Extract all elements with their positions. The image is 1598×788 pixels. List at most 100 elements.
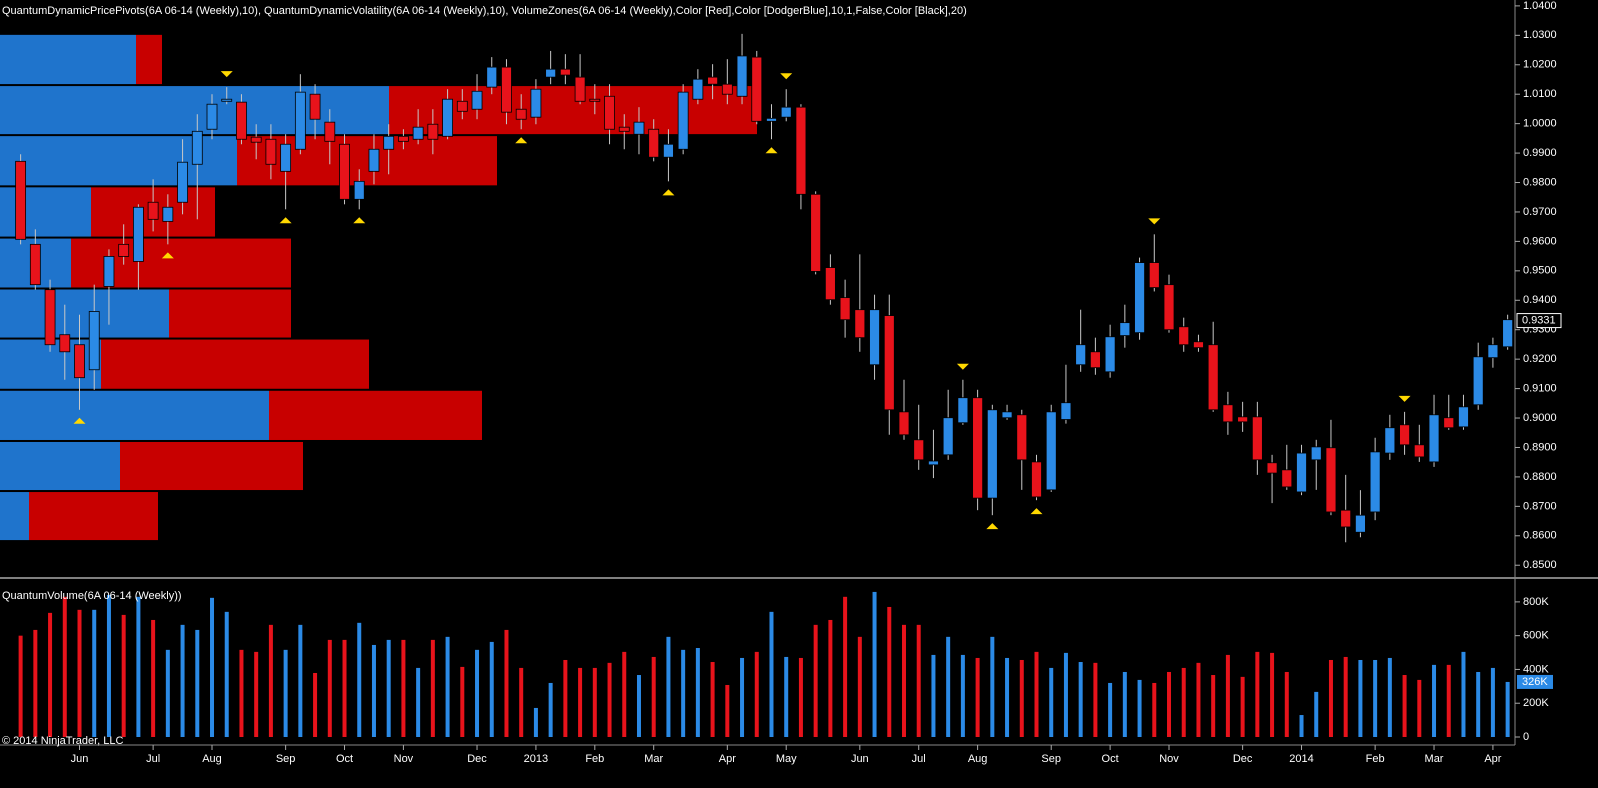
volume-bar [975,657,980,737]
volume-bar [180,624,185,737]
volume-bar [1505,681,1510,737]
candle-body [1310,446,1322,461]
candle-body [383,135,395,150]
y-tick-label: 200K [1523,697,1549,709]
x-tick-label: Apr [1484,753,1501,765]
volume-bar [828,619,833,737]
volume-bar [313,672,318,737]
candle-body [471,90,483,110]
x-tick-label: Feb [585,753,604,765]
candle-body [707,76,718,85]
candle-body [1384,427,1396,454]
volume-bar [460,666,465,737]
volume-bar [283,649,288,737]
candle-body [88,311,100,371]
candle-body [1369,451,1381,513]
candle-body [648,128,660,158]
y-tick-label: 0.8500 [1523,559,1557,571]
volume-bar [519,667,524,737]
volume-bar [1167,671,1172,737]
candle-body [633,121,645,135]
zone-sell [120,441,303,491]
volume-bar [239,649,244,737]
x-tick-label: Mar [644,753,663,765]
candle-body [353,180,365,200]
candle-body [663,143,674,158]
volume-bar [1255,651,1260,737]
candle-body [191,130,203,165]
candle-body [810,193,822,272]
candle-body [398,135,409,142]
volume-bar [224,611,229,737]
volume-bar [578,667,583,737]
x-tick-label: Oct [336,753,353,765]
volume-bar [622,651,627,737]
candle-body [250,136,262,143]
x-tick-label: Nov [394,753,414,765]
volume-bar [872,591,877,737]
volume-bars [18,591,1510,737]
volume-bar [1196,662,1201,737]
y-tick-label: 0.9200 [1523,353,1557,365]
candle-body [795,106,807,195]
candle-body [132,206,144,262]
y-tick-label: 0.9400 [1523,294,1557,306]
x-tick-label: Jun [851,753,869,765]
volume-bar [1402,675,1407,737]
volume-bar [1446,664,1451,737]
volume-bar [592,667,597,737]
volume-bar [106,594,111,737]
candle-body [1060,402,1072,420]
pivot-low [515,137,528,144]
x-tick-label: 2013 [524,753,548,765]
candle-body [883,315,895,411]
candle-body [1281,469,1293,488]
candle-body [1251,416,1263,461]
zone-buy [0,187,91,237]
x-tick-label: Sep [1041,753,1061,765]
candle-body [1458,406,1469,428]
candle-body [1428,414,1440,463]
volume-bar [298,624,303,737]
volume-bar [1063,652,1068,737]
volume-bar [813,624,818,737]
zone-sell [101,339,369,389]
volume-bar [77,609,82,737]
candle-body [368,148,380,172]
volume-bar [636,675,641,737]
y-tick-label: 0.9600 [1523,235,1557,247]
y-tick-label: 0.9900 [1523,147,1557,159]
candle-body [1399,424,1410,446]
candle-body [957,397,969,424]
volume-bar [254,651,259,737]
candle-body [692,78,704,100]
candle-body [118,243,130,257]
candle-body [972,397,984,499]
volume-bar [342,639,347,737]
x-tick-label: Jul [146,753,160,765]
volume-bar [1343,656,1348,737]
volume-bar [475,649,480,737]
x-tick-label: Oct [1102,753,1119,765]
y-tick-label: 0.9000 [1523,412,1557,424]
volume-bar [18,635,23,737]
pivot-low [161,252,174,259]
candle-body [221,98,233,102]
volume-bar [843,596,848,737]
candle-body [1207,344,1219,411]
volume-bar [916,624,921,737]
candle-body [1296,452,1307,493]
candle-body [280,143,292,172]
volume-bar [1314,691,1319,737]
y-tick-label: 1.0000 [1523,118,1557,130]
candle-body [501,66,512,113]
candle-body [1104,336,1116,373]
last-volume-label: 326K [1522,676,1548,688]
y-tick-label: 1.0300 [1523,29,1557,41]
volume-bar [1005,657,1010,737]
candle-body [1443,417,1455,429]
zone-sell [29,492,158,541]
volume-bar [901,624,906,737]
volume-bar [798,657,803,737]
volume-bar [548,682,553,737]
